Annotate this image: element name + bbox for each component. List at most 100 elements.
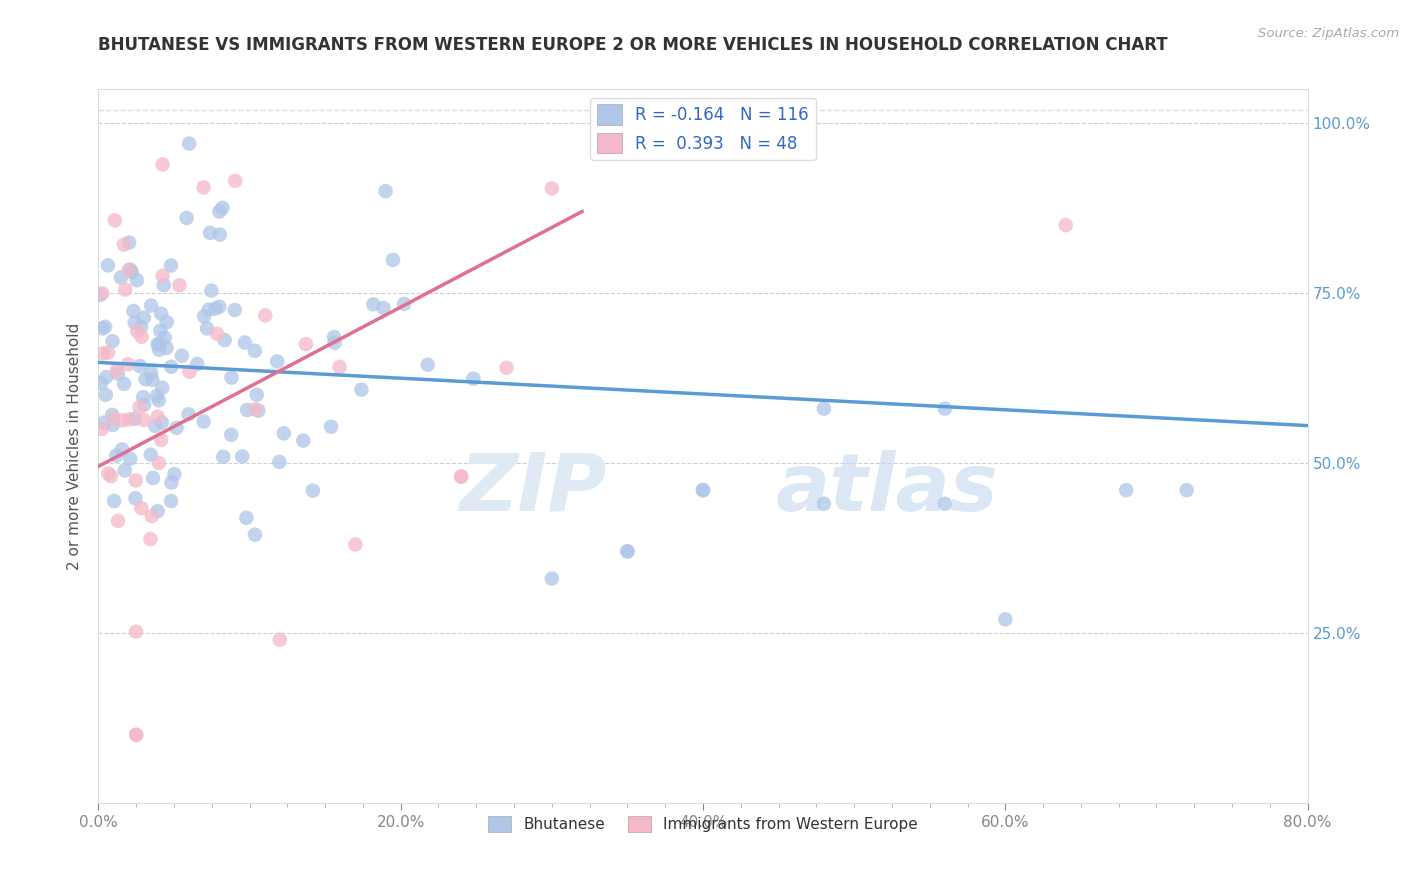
Point: [495, 360, 517, 375]
Point: [208, 204, 231, 219]
Point: [125, 728, 148, 742]
Point: [153, 331, 176, 345]
Point: [110, 270, 132, 285]
Point: [125, 273, 148, 287]
Point: [131, 330, 153, 344]
Point: [101, 408, 124, 422]
Point: [142, 471, 165, 485]
Point: [139, 299, 162, 313]
Point: [302, 483, 325, 498]
Point: [179, 136, 201, 151]
Point: [193, 415, 215, 429]
Point: [198, 302, 221, 317]
Point: [146, 409, 169, 424]
Point: [93, 416, 115, 430]
Point: [211, 201, 233, 215]
Point: [540, 181, 562, 195]
Point: [207, 326, 229, 341]
Point: [97, 345, 120, 359]
Point: [160, 259, 183, 273]
Point: [246, 388, 269, 402]
Point: [128, 359, 150, 373]
Point: [243, 527, 266, 541]
Point: [141, 509, 163, 524]
Point: [124, 316, 146, 330]
Point: [193, 180, 215, 194]
Point: [152, 268, 174, 283]
Point: [344, 537, 367, 551]
Point: [160, 475, 183, 490]
Point: [89, 288, 111, 302]
Point: [616, 544, 638, 558]
Point: [934, 497, 956, 511]
Point: [139, 448, 162, 462]
Point: [150, 416, 173, 430]
Point: [254, 309, 277, 323]
Point: [148, 456, 170, 470]
Point: [155, 341, 177, 355]
Point: [118, 412, 141, 426]
Point: [118, 235, 141, 250]
Point: [169, 278, 191, 293]
Point: [323, 335, 346, 350]
Point: [90, 376, 112, 390]
Point: [97, 258, 120, 272]
Point: [179, 365, 201, 379]
Point: [150, 381, 173, 395]
Point: [208, 227, 231, 242]
Point: [103, 494, 125, 508]
Point: [127, 324, 149, 338]
Point: [363, 297, 385, 311]
Point: [112, 376, 135, 391]
Point: [266, 354, 288, 368]
Point: [195, 321, 218, 335]
Y-axis label: 2 or more Vehicles in Household: 2 or more Vehicles in Household: [67, 322, 83, 570]
Point: [146, 504, 169, 518]
Point: [148, 343, 170, 357]
Point: [450, 469, 472, 483]
Text: Source: ZipAtlas.com: Source: ZipAtlas.com: [1258, 27, 1399, 40]
Point: [243, 343, 266, 358]
Point: [148, 393, 170, 408]
Point: [125, 474, 148, 488]
Point: [124, 491, 146, 506]
Point: [97, 467, 120, 481]
Point: [292, 434, 315, 448]
Point: [121, 265, 143, 279]
Point: [329, 359, 352, 374]
Point: [224, 303, 246, 318]
Point: [392, 297, 415, 311]
Point: [146, 389, 169, 403]
Point: [166, 421, 188, 435]
Point: [245, 402, 267, 417]
Point: [813, 401, 835, 416]
Text: ZIP: ZIP: [458, 450, 606, 528]
Point: [90, 422, 112, 436]
Point: [141, 373, 163, 387]
Point: [416, 358, 439, 372]
Point: [186, 357, 208, 371]
Point: [323, 330, 346, 344]
Point: [156, 315, 179, 329]
Point: [91, 286, 114, 301]
Point: [1054, 218, 1077, 232]
Point: [104, 213, 127, 227]
Point: [152, 157, 174, 171]
Point: [114, 283, 136, 297]
Point: [219, 427, 242, 442]
Point: [813, 497, 835, 511]
Point: [96, 370, 118, 384]
Point: [152, 278, 174, 293]
Point: [120, 262, 142, 277]
Point: [204, 301, 226, 316]
Point: [200, 284, 222, 298]
Point: [450, 469, 472, 483]
Point: [105, 363, 128, 377]
Text: BHUTANESE VS IMMIGRANTS FROM WESTERN EUROPE 2 OR MORE VEHICLES IN HOUSEHOLD CORR: BHUTANESE VS IMMIGRANTS FROM WESTERN EUR…: [98, 36, 1168, 54]
Point: [120, 451, 142, 466]
Point: [692, 483, 714, 498]
Point: [132, 390, 155, 404]
Point: [374, 184, 396, 198]
Point: [146, 337, 169, 351]
Point: [692, 483, 714, 498]
